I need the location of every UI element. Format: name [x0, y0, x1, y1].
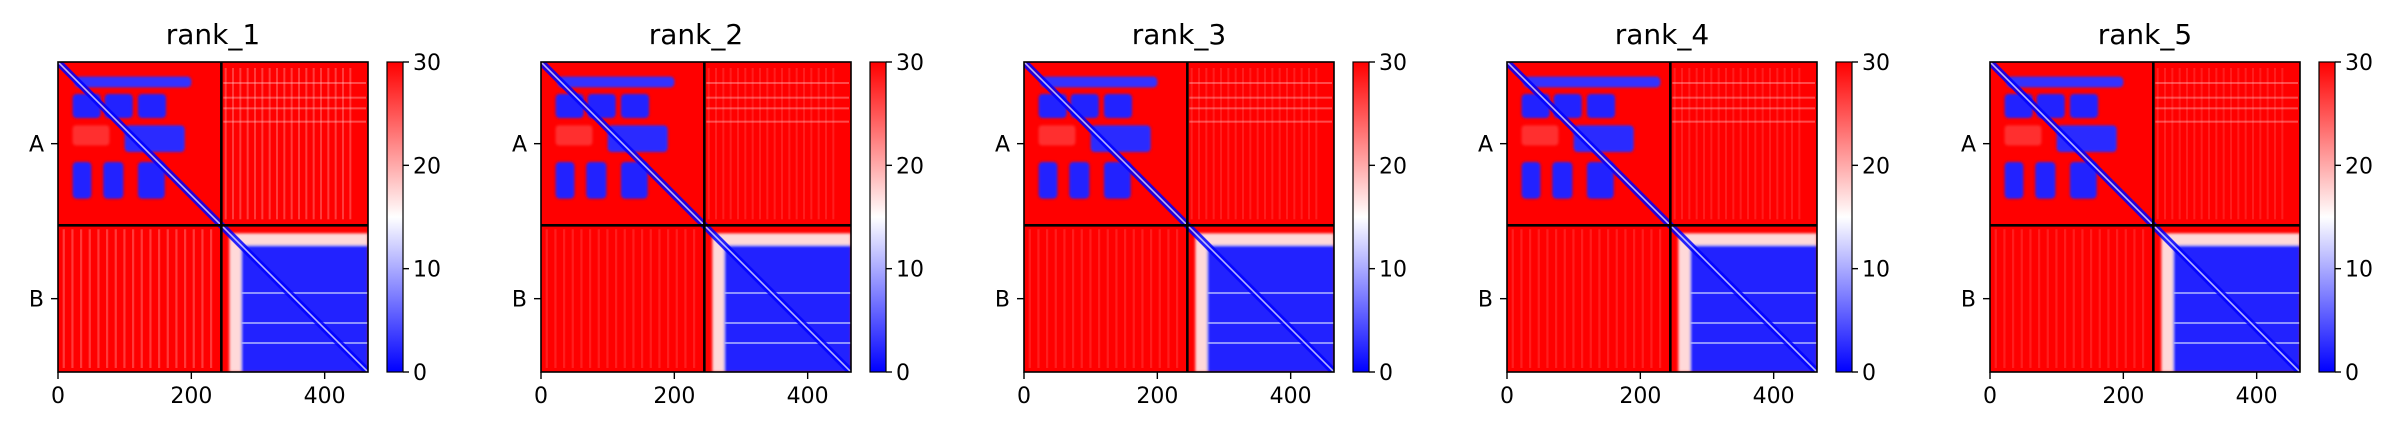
- x-tick-label: 200: [1619, 384, 1661, 409]
- colorbar-gradient: [869, 61, 887, 373]
- colorbar-tick-label: 20: [1379, 154, 1407, 179]
- colorbar-tick-label: 30: [1862, 51, 1890, 76]
- y-tick-label: B: [1478, 288, 1493, 313]
- colorbar: 0 10 20 30: [1352, 51, 1407, 386]
- x-tick-label: 0: [1983, 384, 1997, 409]
- colorbar: 0 10 20 30: [2318, 51, 2373, 386]
- axes-frame: [1989, 61, 2301, 373]
- axes-frame: [1506, 61, 1818, 373]
- x-tick-label: 400: [1753, 384, 1795, 409]
- x-tick-label: 200: [653, 384, 695, 409]
- colorbar-gradient: [1352, 61, 1370, 373]
- colorbar-tick-label: 30: [1379, 51, 1407, 76]
- x-tick-label: 0: [1017, 384, 1031, 409]
- colorbar-tick-label: 0: [1379, 361, 1393, 386]
- axes-frame: [1023, 61, 1335, 373]
- panel-title: rank_4: [1615, 18, 1709, 51]
- colorbar: 0 10 20 30: [869, 51, 924, 386]
- colorbar-tick-label: 10: [1379, 258, 1407, 283]
- colorbar-tick-label: 30: [413, 51, 441, 76]
- y-tick-label: A: [29, 133, 44, 158]
- heatmap: [1024, 62, 1334, 372]
- axes-frame: [57, 61, 369, 373]
- heatmap: [1507, 62, 1817, 372]
- colorbar-tick-label: 20: [413, 154, 441, 179]
- colorbar-tick-label: 0: [896, 361, 910, 386]
- pae-panel-1: rank_1 0 200 400 A B 0 10 20 30: [29, 18, 441, 409]
- y-tick-label: B: [512, 288, 527, 313]
- y-tick-label: B: [29, 288, 44, 313]
- x-tick-label: 400: [1270, 384, 1312, 409]
- pae-panel-4: rank_4 0 200 400 A B 0 10 20 30: [1478, 18, 1890, 409]
- y-tick-label: B: [995, 288, 1010, 313]
- colorbar-tick-label: 20: [2345, 154, 2373, 179]
- panel-title: rank_3: [1132, 18, 1226, 51]
- heatmap: [541, 62, 851, 372]
- colorbar-tick-label: 30: [896, 51, 924, 76]
- colorbar-gradient: [2318, 61, 2336, 373]
- colorbar: 0 10 20 30: [1835, 51, 1890, 386]
- panel-title: rank_1: [166, 18, 260, 51]
- colorbar-tick-label: 0: [2345, 361, 2359, 386]
- axes-frame: [540, 61, 852, 373]
- x-tick-label: 200: [1136, 384, 1178, 409]
- colorbar-tick-label: 10: [413, 258, 441, 283]
- colorbar-tick-label: 20: [1862, 154, 1890, 179]
- colorbar-tick-label: 10: [1862, 258, 1890, 283]
- pae-panel-2: rank_2 0 200 400 A B 0 10 20 30: [512, 18, 924, 409]
- x-tick-label: 0: [51, 384, 65, 409]
- y-tick-label: B: [1961, 288, 1976, 313]
- colorbar: 0 10 20 30: [386, 51, 441, 386]
- x-tick-label: 200: [2102, 384, 2144, 409]
- x-tick-label: 200: [170, 384, 212, 409]
- colorbar-tick-label: 10: [2345, 258, 2373, 283]
- colorbar-tick-label: 10: [896, 258, 924, 283]
- y-tick-label: A: [1961, 133, 1976, 158]
- y-tick-label: A: [512, 133, 527, 158]
- x-tick-label: 0: [534, 384, 548, 409]
- x-tick-label: 400: [787, 384, 829, 409]
- pae-panel-5: rank_5 0 200 400 A B 0 10 20 30: [1961, 18, 2373, 409]
- panel-title: rank_2: [649, 18, 743, 51]
- x-tick-label: 400: [304, 384, 346, 409]
- pae-panel-3: rank_3 0 200 400 A B 0 10 20 30: [995, 18, 1407, 409]
- x-tick-label: 400: [2236, 384, 2278, 409]
- colorbar-tick-label: 30: [2345, 51, 2373, 76]
- heatmap: [1990, 62, 2300, 372]
- colorbar-tick-label: 0: [413, 361, 427, 386]
- x-tick-label: 0: [1500, 384, 1514, 409]
- heatmap: [58, 62, 368, 372]
- panel-title: rank_5: [2098, 18, 2192, 51]
- y-tick-label: A: [1478, 133, 1493, 158]
- colorbar-gradient: [386, 61, 404, 373]
- colorbar-tick-label: 0: [1862, 361, 1876, 386]
- y-tick-label: A: [995, 133, 1010, 158]
- colorbar-gradient: [1835, 61, 1853, 373]
- colorbar-tick-label: 20: [896, 154, 924, 179]
